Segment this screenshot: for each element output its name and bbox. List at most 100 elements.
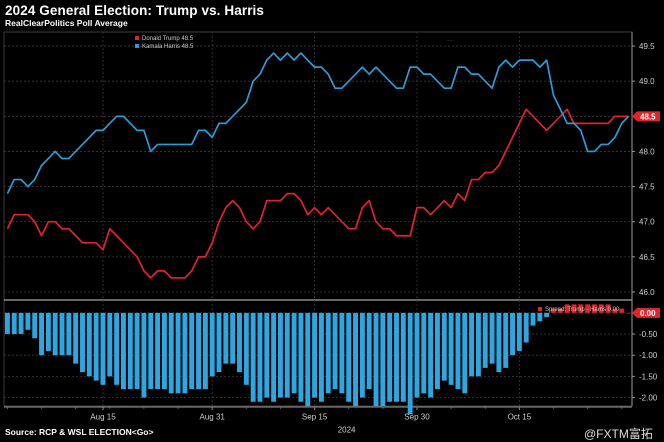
spread-bar xyxy=(503,312,509,368)
y-tick-label: 47.5 xyxy=(639,183,655,192)
spread-bar xyxy=(462,312,468,394)
spread-bar xyxy=(86,312,92,377)
spread-bar xyxy=(148,312,154,390)
legend-label: Spread: Trump - Harris 0.00 xyxy=(545,307,620,313)
y-tick-label: -0.50 xyxy=(639,330,658,339)
spread-bar xyxy=(243,312,249,385)
spread-bar xyxy=(434,312,440,390)
spread-bar xyxy=(619,308,625,313)
spread-bar xyxy=(455,312,461,390)
y-axis-ticks: 46.0 46.5 47.0 47.5 48.0 48.5 49.0 49.5 -2.00 -1.… xyxy=(632,42,658,403)
spread-bar xyxy=(339,312,345,394)
spread-bar xyxy=(312,312,318,398)
spread-bar xyxy=(100,312,106,385)
spread-bar xyxy=(346,312,352,402)
spread-bar xyxy=(325,312,331,394)
spread-bar xyxy=(571,304,577,313)
spread-bar xyxy=(80,312,85,373)
y-tick-label: 49.0 xyxy=(639,77,655,86)
spread-bar xyxy=(469,312,475,377)
spread-bar xyxy=(428,312,434,398)
series-line-kamala-harris xyxy=(6,52,630,194)
legend-swatch xyxy=(135,36,139,40)
spread-bars xyxy=(4,304,632,415)
spread-bar xyxy=(298,312,304,402)
x-tick-label: Oct 15 xyxy=(508,413,532,422)
spread-bar xyxy=(591,304,597,313)
x-tick-label: Aug 31 xyxy=(200,413,226,422)
spread-last-value: 0.00 xyxy=(632,307,660,318)
spread-bar xyxy=(400,312,406,402)
spread-bar xyxy=(475,312,481,377)
spread-bar xyxy=(52,312,58,356)
spread-bar xyxy=(359,312,365,398)
spread-bar xyxy=(45,312,51,351)
spread-bar xyxy=(353,312,359,406)
spread-bar xyxy=(66,312,72,356)
spread-bar xyxy=(18,312,24,335)
y-tick-label: 47.0 xyxy=(639,218,655,227)
y-tick-label: 48.0 xyxy=(639,147,655,156)
x-tick-label: Sep 15 xyxy=(302,413,328,422)
spread-bar xyxy=(271,312,277,402)
spread-bar xyxy=(551,308,556,313)
spread-bar xyxy=(182,312,188,394)
panel-marker: ··· xyxy=(447,38,453,44)
spread-bar xyxy=(32,312,38,339)
spread-bar xyxy=(578,304,584,313)
x-axis-ticks: Aug 15 Aug 31 Sep 15 Sep 30 Oct 15 2024 xyxy=(7,407,623,435)
spread-bar xyxy=(11,312,17,335)
spread-bar xyxy=(523,312,529,343)
spread-bar xyxy=(134,312,140,390)
spread-bar xyxy=(530,312,536,326)
spread-bar xyxy=(373,312,379,406)
y-tick-label: -1.00 xyxy=(639,351,658,360)
spread-bar xyxy=(387,312,393,402)
y-tick-label: 46.5 xyxy=(639,253,655,262)
series-line-donald-trump xyxy=(6,108,629,279)
legends: Donald Trump 48.5 Kamala Harris 48.5 ··· Sp… xyxy=(135,36,620,313)
watermark: @FXTM富拓 xyxy=(584,427,653,441)
legend-label: Kamala Harris 48.5 xyxy=(142,44,194,50)
spread-bar xyxy=(380,312,386,406)
spread-bar xyxy=(407,312,413,415)
spread-bar xyxy=(612,308,618,313)
callout-box xyxy=(632,307,660,318)
spread-bar xyxy=(284,312,290,398)
spread-bar xyxy=(175,312,181,394)
spread-bar xyxy=(291,312,297,394)
spread-bar xyxy=(414,312,420,398)
callout-box xyxy=(632,111,660,122)
source-note: Source: RCP & WSL ELECTION<Go> xyxy=(5,427,154,437)
spread-bar xyxy=(114,312,120,385)
spread-bar xyxy=(626,312,632,314)
spread-bar xyxy=(141,312,147,398)
spread-bar xyxy=(216,312,222,373)
spread-bar xyxy=(107,312,113,377)
spread-bar xyxy=(250,312,256,402)
spread-bar xyxy=(93,312,99,381)
spread-bar xyxy=(448,312,454,385)
poll-lines xyxy=(6,52,630,279)
spread-bar xyxy=(510,312,516,356)
spread-bar xyxy=(496,312,502,373)
trump-last-value: 48.5 xyxy=(632,111,660,122)
spread-bar xyxy=(557,308,563,313)
spread-bar xyxy=(564,304,570,313)
spread-bar xyxy=(202,312,208,390)
chart-frame xyxy=(3,31,633,408)
spread-bar xyxy=(264,312,270,398)
spread-bar xyxy=(332,312,338,390)
spread-bar xyxy=(127,312,133,390)
spread-bar xyxy=(516,312,522,351)
x-tick-label: Sep 30 xyxy=(404,413,430,422)
callout-label: 48.5 xyxy=(640,112,656,121)
spread-bar xyxy=(168,312,174,394)
spread-bar xyxy=(237,312,242,373)
spread-bar xyxy=(482,312,488,368)
spread-bar xyxy=(155,312,161,390)
chart-subtitle: RealClearPolitics Poll Average xyxy=(5,18,128,28)
spread-bar xyxy=(209,312,215,377)
y-tick-label: 49.5 xyxy=(639,42,655,51)
